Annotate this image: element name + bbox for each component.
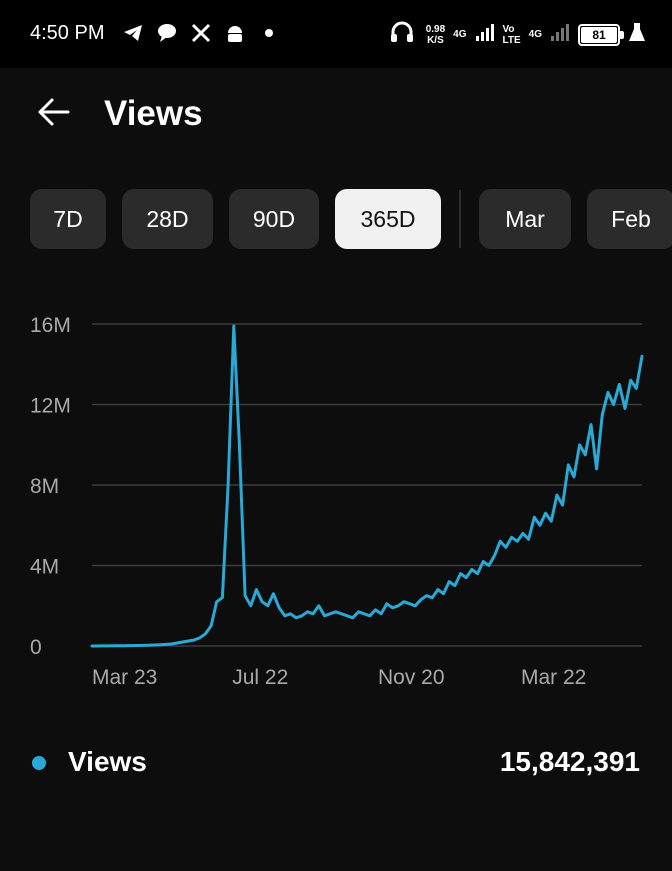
flask-icon (628, 21, 646, 48)
x-tick-label: Jul 22 (232, 666, 288, 689)
x-logo-icon (190, 22, 212, 44)
legend-label: Views (68, 746, 147, 777)
network-speed: 0.98 K/S (426, 24, 445, 46)
network-type-2: Vo LTE (503, 24, 521, 46)
chip-label: 28D (146, 205, 189, 232)
signal-icon (475, 22, 495, 47)
back-button[interactable] (34, 92, 74, 132)
chip-label: Feb (611, 205, 651, 232)
series-layer (90, 324, 644, 648)
chip-label: 7D (53, 205, 83, 232)
chat-bubble-icon (156, 22, 178, 44)
y-axis-labels: 0 4M 8M 12M 16M (30, 314, 71, 659)
chip-label: Mar (505, 205, 545, 232)
page-title: Views (104, 94, 203, 133)
chip-90d[interactable]: 90D (229, 189, 319, 249)
views-chart: 0 4M 8M 12M 16M Mar 23 Jul 22 Nov 20 Mar 22 (30, 314, 644, 689)
dot-icon (258, 22, 280, 44)
y-tick-label: 0 (30, 636, 42, 659)
status-time: 4:50 PM (30, 22, 105, 44)
battery-level: 81 (592, 27, 606, 42)
network-type-1: 4G (453, 29, 467, 40)
y-tick-label: 12M (30, 395, 71, 418)
legend: Views 15,842,391 (30, 742, 642, 786)
legend-total: 15,842,391 (499, 746, 640, 777)
battery-tip (620, 30, 624, 39)
x-tick-label: Mar 22 (521, 666, 586, 689)
chip-label: 90D (252, 205, 296, 232)
chip-label: 365D (360, 205, 416, 232)
chip-7d[interactable]: 7D (30, 189, 106, 249)
volte-top: Vo (502, 23, 515, 35)
network-type-3: 4G (528, 29, 542, 40)
y-tick-label: 8M (30, 475, 59, 498)
speed-value: 0.98 (425, 23, 446, 35)
volte-bottom: LTE (502, 34, 521, 46)
chip-mar[interactable]: Mar (479, 189, 571, 249)
legend-dot (32, 756, 46, 770)
series-line-views (90, 324, 644, 648)
x-tick-label: Nov 20 (378, 666, 445, 689)
android-icon (224, 22, 246, 44)
chip-divider (459, 190, 461, 248)
signal-icon (550, 22, 570, 47)
y-tick-label: 4M (30, 556, 59, 579)
battery-icon: 81 (578, 23, 624, 46)
chip-feb[interactable]: Feb (587, 189, 672, 249)
status-bar: 4:50 PM 0.98 K/S 4G Vo LTE (0, 0, 672, 68)
x-tick-label: Mar 23 (92, 666, 157, 689)
chart-grid (92, 323, 642, 647)
y-tick-label: 16M (30, 314, 71, 337)
notification-icons (122, 22, 280, 44)
battery-fill: 81 (581, 26, 617, 43)
telegram-icon (122, 22, 144, 44)
range-chips: 7D 28D 90D 365D Mar Feb (30, 189, 672, 249)
headphones-icon (390, 20, 418, 49)
status-right: 0.98 K/S 4G Vo LTE 4G 81 (390, 20, 646, 49)
speed-unit: K/S (427, 34, 444, 46)
back-arrow-icon (38, 98, 70, 126)
chip-365d[interactable]: 365D (335, 189, 441, 249)
chip-28d[interactable]: 28D (122, 189, 213, 249)
x-axis-labels: Mar 23 Jul 22 Nov 20 Mar 22 (92, 666, 586, 689)
